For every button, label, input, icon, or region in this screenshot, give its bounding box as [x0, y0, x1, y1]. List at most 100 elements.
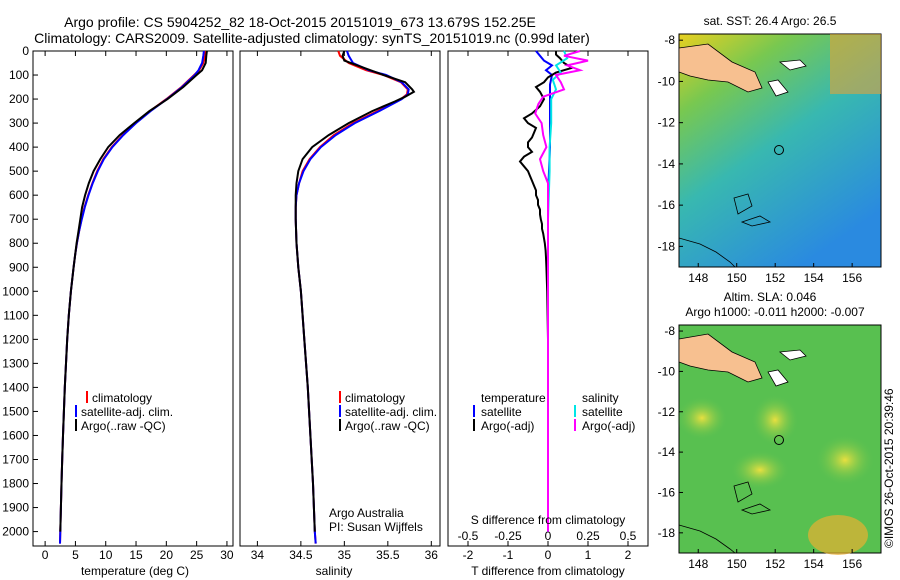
- map-x-tick-label: 154: [804, 557, 824, 571]
- legend-label-argo: Argo(..raw -QC): [345, 419, 430, 433]
- depth-axis: 0 100 200 300 400 500 600 700 800 900 1000 1100 1200…: [2, 44, 38, 539]
- land-png: [678, 333, 763, 383]
- argo-position-marker: [774, 435, 784, 445]
- temperature-legend: climatology satellite-adj. clim. Argo(..…: [75, 391, 173, 433]
- y-tick-label: 600: [9, 188, 29, 202]
- map-y-tick-label: -12: [658, 405, 676, 419]
- y-tick-label: 1100: [3, 308, 29, 322]
- title-line-1: Argo profile: CS 5904252_82 18-Oct-2015 …: [64, 14, 536, 30]
- sst-map-panel: sat. SST: 26.4 Argo: 26.5 148 150 152 154 15…: [658, 14, 882, 285]
- y-tick-label: 700: [9, 212, 29, 226]
- sla-map-panel: Altim. SLA: 0.046 Argo h1000: -0.011 h20…: [658, 290, 882, 571]
- legend-label-satellite: satellite-adj. clim.: [81, 405, 173, 419]
- map-y-tick-label: -18: [658, 239, 676, 253]
- sla-map-title-2: Argo h1000: -0.011 h2000: -0.007: [685, 305, 865, 319]
- legend-label-climatology: climatology: [345, 391, 405, 405]
- temperature-xlabel: temperature (deg C): [81, 564, 189, 578]
- sla-high-2: [751, 394, 799, 446]
- map-y-tick-label: -12: [658, 116, 676, 130]
- sla-map-axes: 148 150 152 154 156 -8 -10 -12 -14 -16 -18: [658, 324, 863, 571]
- x-tick-label: 0: [42, 548, 49, 562]
- map-x-tick-label: 152: [765, 557, 785, 571]
- series-line-argo-raw-qc-: [59, 50, 208, 532]
- x-tick-label: 36: [425, 548, 439, 562]
- salinity-axes-box: [239, 50, 441, 547]
- y-tick-label: 1700: [2, 452, 29, 466]
- coastline-australia: [678, 524, 736, 554]
- imos-stamp: ©IMOS 26-Oct-2015 20:39:46: [882, 388, 896, 548]
- y-tick-label: 500: [9, 164, 29, 178]
- map-x-tick-label: 154: [804, 271, 824, 285]
- map-y-tick-label: -14: [658, 445, 676, 459]
- x-tick-label: 0: [545, 548, 552, 562]
- y-tick-label: 800: [9, 236, 29, 250]
- x-tick-label: 30: [220, 548, 234, 562]
- map-y-tick-label: -8: [664, 33, 675, 47]
- x-tick-label: 2: [625, 548, 632, 562]
- map-y-tick-label: -8: [664, 324, 675, 338]
- title-line-2: Climatology: CARS2009. Satellite-adjuste…: [34, 30, 590, 46]
- x-tick-label-top: 0.25: [576, 529, 600, 543]
- y-tick-label: 1300: [2, 356, 29, 370]
- map-y-tick-label: -16: [658, 198, 676, 212]
- island-1: [778, 59, 807, 71]
- x-tick-label: 1: [585, 548, 592, 562]
- salinity-legend: climatology satellite-adj. clim. Argo(..…: [339, 391, 437, 433]
- map-x-tick-label: 156: [842, 557, 862, 571]
- temperature-panel: 0100200300400500600700800900100011001200…: [2, 44, 234, 578]
- salinity-x-axis: 34 34.5 35 35.5 36: [251, 51, 439, 562]
- y-tick-label: 1900: [2, 501, 29, 515]
- legend-label-satellite: satellite-adj. clim.: [345, 405, 437, 419]
- y-tick-label: 100: [9, 68, 29, 82]
- salinity-xlabel: salinity: [316, 564, 353, 578]
- y-tick-label: 1000: [2, 284, 29, 298]
- x-tick-label-top: -0.5: [458, 529, 479, 543]
- legend-label-s-satellite: satellite: [582, 405, 623, 419]
- map-x-tick-label: 152: [765, 271, 785, 285]
- temperature-axes-box: [32, 50, 234, 547]
- legend-label-t-satellite: satellite: [481, 405, 522, 419]
- sla-high-5: [815, 434, 875, 486]
- salinity-lines: [294, 50, 416, 544]
- map-x-tick-label: 150: [727, 271, 747, 285]
- sst-map-title: sat. SST: 26.4 Argo: 26.5: [704, 14, 837, 28]
- t-difference-xlabel: T difference from climatology: [471, 564, 625, 578]
- map-x-tick-label: 148: [688, 271, 708, 285]
- map-x-tick-label: 156: [842, 271, 862, 285]
- legend-title-temperature: temperature: [481, 391, 546, 405]
- sla-high-4: [808, 515, 868, 555]
- y-tick-label: 400: [9, 140, 29, 154]
- argo-position-marker: [774, 145, 784, 155]
- map-y-tick-label: -16: [658, 485, 676, 499]
- map-x-tick-label: 150: [727, 557, 747, 571]
- difference-panel: -2 -1 0 1 2 -0.5 -0.25 0 0.25 0.5 T difference f…: [447, 50, 649, 578]
- series-line-argo-raw-qc-: [294, 50, 416, 532]
- map-x-tick-label: 148: [688, 557, 708, 571]
- salinity-panel: 34 34.5 35 35.5 36 salinity climatology sate…: [239, 50, 441, 578]
- legend-title-salinity: salinity: [582, 391, 619, 405]
- x-tick-label: 35.5: [376, 548, 400, 562]
- reef-outline: [733, 481, 772, 515]
- x-tick-label: -2: [463, 548, 474, 562]
- x-tick-label: 15: [129, 548, 143, 562]
- s-difference-x-axis: -0.5 -0.25 0 0.25 0.5: [458, 529, 637, 543]
- x-tick-label: 5: [72, 548, 79, 562]
- x-tick-label-top: 0: [545, 529, 552, 543]
- sla-map-title-1: Altim. SLA: 0.046: [724, 290, 817, 304]
- temperature-lines: [59, 50, 208, 544]
- x-tick-label-top: 0.5: [620, 529, 637, 543]
- y-tick-label: 2000: [2, 525, 29, 539]
- legend-label-argo: Argo(..raw -QC): [81, 419, 166, 433]
- x-tick-label: -1: [503, 548, 514, 562]
- island-2: [767, 79, 789, 97]
- map-y-tick-label: -14: [658, 157, 676, 171]
- reef-outline: [733, 193, 772, 227]
- temperature-x-axis: 0 5 10 15 20 25 30: [42, 51, 234, 562]
- island-1: [778, 349, 807, 361]
- legend-label-t-argo: Argo(-adj): [481, 419, 534, 433]
- x-tick-label: 25: [190, 548, 204, 562]
- annotation-pi: PI: Susan Wijffels: [329, 520, 423, 534]
- map-y-tick-label: -10: [658, 74, 676, 88]
- legend-label-s-argo: Argo(-adj): [582, 419, 635, 433]
